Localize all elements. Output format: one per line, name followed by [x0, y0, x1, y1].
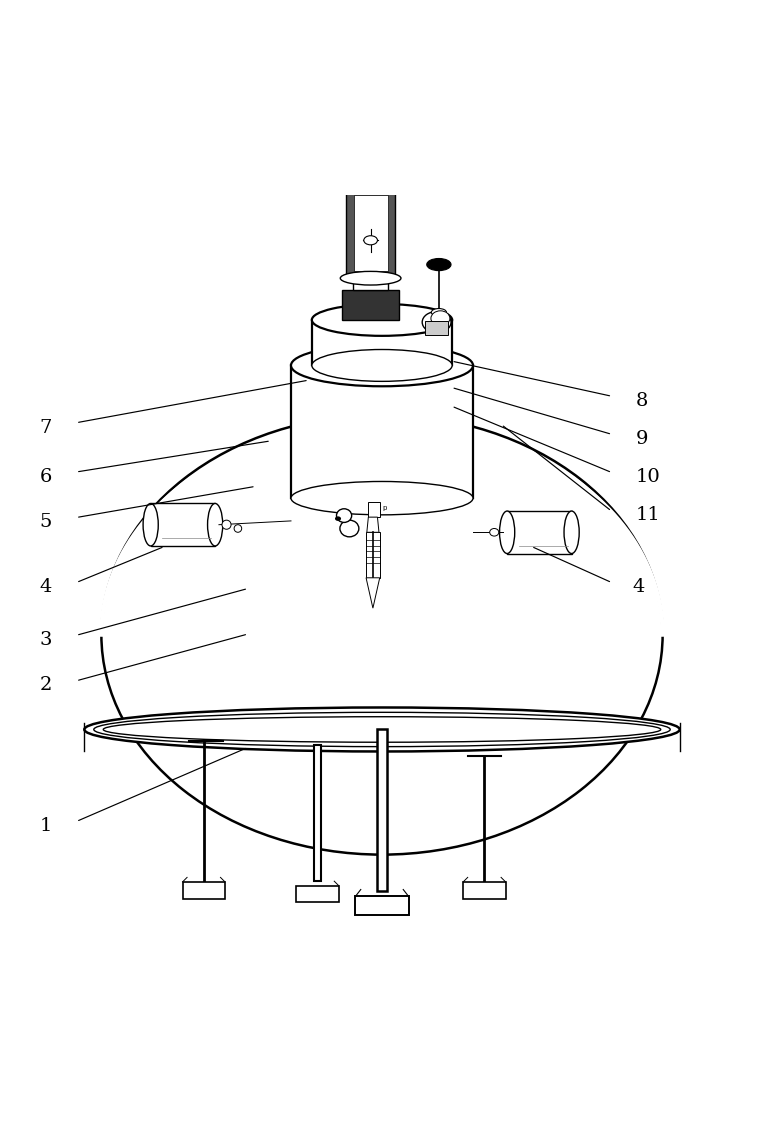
Text: p: p — [382, 505, 387, 511]
Polygon shape — [357, 164, 384, 184]
Text: 4: 4 — [633, 577, 645, 596]
FancyBboxPatch shape — [355, 897, 409, 915]
Ellipse shape — [368, 172, 374, 176]
Polygon shape — [354, 278, 388, 289]
Text: 9: 9 — [636, 430, 649, 448]
Ellipse shape — [334, 155, 339, 158]
Polygon shape — [342, 289, 399, 320]
Ellipse shape — [340, 520, 359, 537]
Ellipse shape — [564, 511, 579, 553]
Polygon shape — [151, 504, 215, 546]
FancyBboxPatch shape — [296, 886, 338, 902]
Ellipse shape — [291, 481, 473, 514]
Ellipse shape — [312, 304, 452, 336]
Ellipse shape — [392, 144, 397, 147]
Ellipse shape — [427, 258, 451, 271]
Ellipse shape — [431, 311, 450, 326]
Text: 4: 4 — [40, 577, 52, 596]
FancyBboxPatch shape — [183, 882, 225, 899]
Ellipse shape — [94, 712, 670, 746]
Text: 3: 3 — [40, 631, 52, 649]
Text: 6: 6 — [40, 468, 52, 486]
Ellipse shape — [335, 517, 341, 521]
Polygon shape — [346, 184, 395, 278]
Ellipse shape — [402, 155, 407, 158]
Ellipse shape — [143, 504, 158, 546]
Ellipse shape — [432, 309, 446, 316]
Text: 11: 11 — [636, 506, 661, 523]
Ellipse shape — [392, 166, 397, 171]
Ellipse shape — [368, 138, 374, 142]
Ellipse shape — [364, 235, 377, 245]
Ellipse shape — [208, 504, 223, 546]
Polygon shape — [312, 320, 452, 365]
Ellipse shape — [291, 344, 473, 386]
FancyBboxPatch shape — [426, 321, 448, 335]
Ellipse shape — [312, 349, 452, 381]
Ellipse shape — [344, 166, 349, 171]
Polygon shape — [377, 729, 387, 891]
Ellipse shape — [234, 525, 241, 533]
Ellipse shape — [500, 511, 515, 553]
Polygon shape — [507, 511, 571, 553]
Text: 10: 10 — [636, 468, 661, 486]
Ellipse shape — [103, 716, 661, 743]
Polygon shape — [368, 502, 380, 517]
Polygon shape — [291, 365, 473, 498]
FancyBboxPatch shape — [463, 882, 506, 899]
Ellipse shape — [102, 414, 662, 854]
Ellipse shape — [222, 520, 231, 529]
Ellipse shape — [84, 707, 680, 752]
Text: 1: 1 — [40, 817, 52, 835]
Ellipse shape — [340, 271, 401, 285]
Ellipse shape — [327, 135, 414, 178]
Ellipse shape — [344, 144, 349, 147]
Text: 2: 2 — [40, 676, 52, 695]
Ellipse shape — [342, 176, 399, 191]
Polygon shape — [314, 745, 322, 882]
Text: 7: 7 — [40, 419, 52, 436]
Ellipse shape — [422, 311, 451, 333]
Polygon shape — [366, 577, 380, 608]
Text: 8: 8 — [636, 393, 649, 410]
Text: 5: 5 — [40, 513, 52, 532]
Ellipse shape — [490, 528, 499, 536]
Polygon shape — [354, 195, 387, 271]
Ellipse shape — [336, 509, 351, 522]
Polygon shape — [367, 517, 379, 533]
Polygon shape — [366, 533, 380, 577]
Ellipse shape — [338, 142, 403, 171]
